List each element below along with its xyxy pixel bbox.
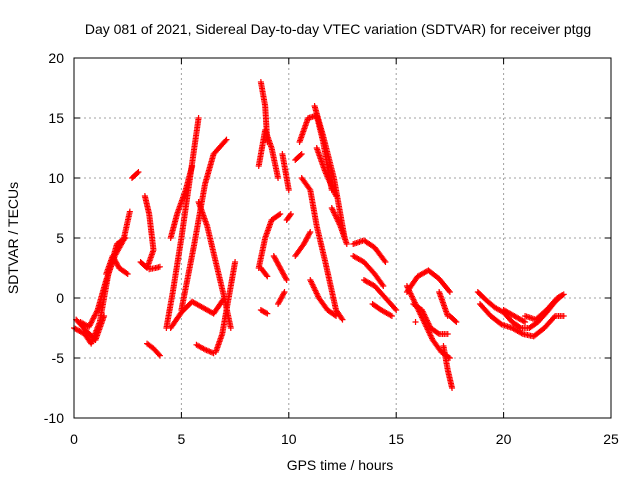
y-axis-label: SDTVAR / TECUs [5,182,21,294]
data-point-plus [280,290,287,297]
data-point-plus [275,175,282,181]
data-point-plus [516,324,523,331]
data-point-plus [379,281,386,288]
x-tick-label: 10 [281,431,297,447]
data-point-plus [123,270,130,277]
data-point-plus [338,315,345,322]
y-tick-label: 5 [56,230,64,246]
x-tick-label: 0 [70,431,78,447]
y-tick-labels: -10 -5 0 5 10 15 20 [44,50,64,426]
data-point-plus [551,314,558,321]
data-point-plus [264,273,271,280]
data-point-plus [380,283,387,289]
data-point-plus [275,211,282,218]
data-point-plus [306,230,313,237]
data-point-plus [331,312,338,319]
data-point-plus [343,241,350,247]
x-tick-labels: 0 5 10 15 20 25 [70,431,619,447]
data-point-plus [452,318,459,324]
y-tick-label: 10 [48,170,64,186]
data-point-plus [285,187,292,193]
data-point-plus [446,355,453,361]
data-point-plus [134,170,141,176]
y-tick-label: 20 [48,50,64,66]
data-point-plus [277,211,284,217]
data-point-plus [559,292,566,299]
data-point-plus [138,260,145,266]
data-point-plus [155,351,162,358]
data-point-plus [287,212,294,219]
data-point-plus [387,312,394,319]
data-point-plus [522,319,529,325]
data-point-plus [297,152,304,158]
data-point-plus [560,291,567,298]
data-point-plus [518,330,525,337]
data-point-plus [227,325,234,331]
data-point-plus [333,193,340,199]
data-point-plus [520,318,527,325]
y-tick-label: 15 [48,110,64,126]
data-point-plus [222,137,229,144]
data-point-plus [282,275,289,282]
data-point-plus [283,277,290,283]
data-point-plus [135,169,142,175]
data-point-plus [339,316,346,323]
chart-title: Day 081 of 2021, Sidereal Day-to-day VTE… [85,21,591,37]
data-point-plus [263,272,270,279]
data-point-plus [449,385,456,391]
x-tick-label: 25 [603,431,619,447]
data-point-plus [444,313,451,319]
x-tick-label: 15 [388,431,404,447]
scatter-points [71,79,567,391]
data-point-plus [392,305,399,312]
data-point-plus [333,313,340,319]
data-point-plus [101,313,108,319]
data-point-plus [126,208,133,215]
data-point-plus [393,307,400,313]
data-point-plus [189,163,196,169]
data-point-plus [434,330,441,337]
data-point-plus [306,185,313,192]
data-point-plus [307,229,314,235]
data-point-plus [453,319,460,325]
data-point-plus [388,313,395,319]
data-point-plus [137,259,144,265]
data-point-plus [444,331,451,337]
data-point-plus [264,310,271,317]
data-point-plus [232,259,239,265]
data-point-plus [287,211,294,217]
axis-ticks [73,57,612,419]
grid-lines [74,58,611,418]
data-point-plus [156,263,163,270]
data-point-plus [381,257,388,264]
x-tick-label: 5 [178,431,186,447]
data-point-plus [445,287,452,294]
data-point-plus [412,319,419,325]
data-point-plus [124,271,131,277]
data-point-plus [156,352,163,359]
x-tick-label: 20 [496,431,512,447]
y-tick-label: -5 [52,350,65,366]
data-point-plus [560,313,567,319]
y-tick-label: 0 [56,290,64,306]
data-point-plus [223,136,230,143]
y-tick-label: -10 [44,410,64,426]
x-axis-label: GPS time / hours [287,457,394,473]
data-point-plus [382,259,389,265]
data-point-plus [298,151,305,157]
data-point-plus [263,309,270,316]
data-point-plus [446,289,453,295]
data-point-plus [195,115,202,121]
data-point-plus [281,289,288,295]
